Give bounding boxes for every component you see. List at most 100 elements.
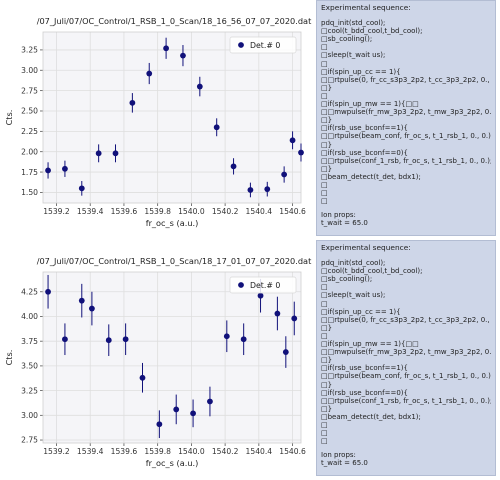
sequence-info-panel-2: Experimental sequence: pdq_init(std_cool)… (316, 240, 496, 476)
data-point (62, 336, 68, 343)
ion-prop: t_wait = 65.0 (321, 459, 368, 468)
sequence-header: Experimental sequence: (321, 3, 411, 12)
scan-plot-2: 1539.2 1539.4 1539.6 1539.8 1540.0 1540.2 1540… (4, 256, 312, 468)
y-tick-label: 1.50 (21, 188, 38, 197)
sequence-line: □} (321, 83, 333, 92)
legend: Det.# 0 (229, 276, 297, 294)
sequence-line: □if(rsb_use_bconf==1){ (321, 124, 408, 133)
data-point (78, 185, 85, 192)
sequence-line: □ (321, 429, 328, 438)
sequence-line: □ (321, 180, 328, 189)
data-point (45, 288, 51, 295)
sequence-line: □if(spin_up_cc == 1){ (321, 67, 401, 76)
x-tick-label: 1539.8 (144, 207, 171, 216)
data-point (291, 315, 298, 322)
sequence-line: □} (321, 116, 333, 125)
sequence-line: □} (321, 404, 333, 413)
data-point (230, 163, 237, 170)
ion-props-title: Ion props: (321, 211, 356, 220)
sequence-line: □ (321, 43, 328, 52)
y-tick-label: 2.75 (21, 436, 38, 445)
data-point (146, 70, 153, 77)
legend-marker (238, 42, 244, 48)
x-tick-label: 1540.6 (279, 447, 306, 456)
y-tick-label: 4.25 (21, 287, 38, 296)
data-point (281, 171, 288, 178)
y-tick-label: 3.50 (21, 362, 38, 371)
sequence-line: □} (321, 356, 333, 365)
sequence-line: □ (321, 420, 328, 429)
x-tick-label: 1540.6 (279, 207, 306, 216)
data-point (289, 137, 296, 144)
x-tick-label: 1539.4 (77, 207, 104, 216)
data-point (173, 406, 180, 413)
y-tick-label: 2.50 (21, 107, 38, 116)
sequence-line: □} (321, 380, 333, 389)
data-point (139, 374, 146, 381)
data-point (207, 398, 213, 405)
scan-plot-1: 1539.2 1539.4 1539.6 1539.8 1540.0 1540.2 1540… (4, 16, 312, 228)
sequence-line: □ (321, 299, 328, 308)
sequence-line: □□rtpulse(beam_conf, fr_oc_s, t_1_rsb_1,… (321, 372, 491, 381)
sequence-line: □ (321, 437, 328, 446)
plot-area (43, 32, 301, 203)
data-point (156, 421, 163, 428)
sequence-line: □if(rsb_use_bconf==1){ (321, 364, 408, 373)
sequence-info-panel-1: Experimental sequence: pdq_init(std_cool)… (316, 0, 496, 236)
sequence-header: Experimental sequence: (321, 243, 411, 252)
data-point (282, 349, 289, 355)
chart-title: /07_Juli/07/OC_Control/1_RSB_1_0_Scan/18… (37, 16, 312, 26)
sequence-line: □sb_cooling(); (321, 275, 373, 284)
sequence-line: pdq_init(std_cool); (321, 259, 386, 268)
sequence-line: □} (321, 323, 333, 332)
y-tick-label: 2.25 (21, 127, 38, 136)
sequence-line: □if(rsb_use_bconf==0){ (321, 388, 408, 397)
y-tick-label: 3.25 (21, 46, 38, 55)
x-tick-label: 1539.4 (77, 447, 104, 456)
data-point (163, 45, 169, 52)
data-point (257, 292, 264, 299)
sequence-line: □} (321, 164, 333, 173)
data-point (247, 187, 254, 193)
sequence-line: pdq_init(std_cool); (321, 19, 386, 28)
y-tick-label: 3.75 (21, 337, 38, 346)
y-axis-label: Cts. (4, 350, 14, 366)
y-axis-label: Cts. (4, 110, 14, 126)
x-tick-label: 1539.2 (43, 207, 70, 216)
data-point (89, 305, 95, 312)
sequence-line: □□rtpulse(0, fr_cc_s3p3_2p2, t_cc_3p3_2p… (321, 315, 491, 324)
plot-frame (42, 271, 302, 444)
legend-box (229, 36, 297, 54)
legend-label: Det.# 0 (250, 281, 280, 290)
ion-props-title: Ion props: (321, 451, 356, 460)
data-point (274, 310, 281, 317)
legend-label: Det.# 0 (250, 41, 280, 50)
data-point (129, 99, 136, 106)
sequence-line: □ (321, 189, 328, 198)
x-tick-label: 1540.2 (212, 447, 239, 456)
y-tick-label: 3.00 (21, 411, 38, 420)
plot-area (43, 272, 301, 443)
data-point (180, 52, 186, 59)
legend-box (229, 276, 297, 294)
sequence-line: □cool(t_bdd_cool,t_bd_cool); (321, 27, 423, 36)
x-axis-label: fr_oc_s (a.u.) (146, 458, 199, 468)
sequence-line: □□rtpulse(beam_conf, fr_oc_s, t_1_rsb_1,… (321, 132, 491, 141)
x-tick-label: 1539.6 (111, 207, 138, 216)
sequence-line: □if(rsb_use_bconf==0){ (321, 148, 408, 157)
x-tick-label: 1540.2 (212, 207, 239, 216)
sequence-line: □ (321, 331, 328, 340)
data-point (62, 165, 68, 172)
sequence-line: □sleep(t_wait us); (321, 51, 386, 60)
y-tick-label: 1.75 (21, 168, 38, 177)
data-point (190, 410, 196, 417)
y-tick-label: 3.25 (21, 386, 38, 395)
data-point (213, 124, 220, 131)
x-tick-label: 1540.0 (178, 207, 205, 216)
sequence-line: □ (321, 59, 328, 68)
scan-panel-1: 1539.2 1539.4 1539.6 1539.8 1540.0 1540.2 1540… (4, 0, 496, 236)
sequence-line: □if(spin_up_mw == 1){□□ (321, 340, 419, 349)
sequence-line: □beam_detect(t_det, bdx1); (321, 172, 421, 181)
y-tick-label: 4.00 (21, 312, 38, 321)
data-point (223, 333, 230, 340)
